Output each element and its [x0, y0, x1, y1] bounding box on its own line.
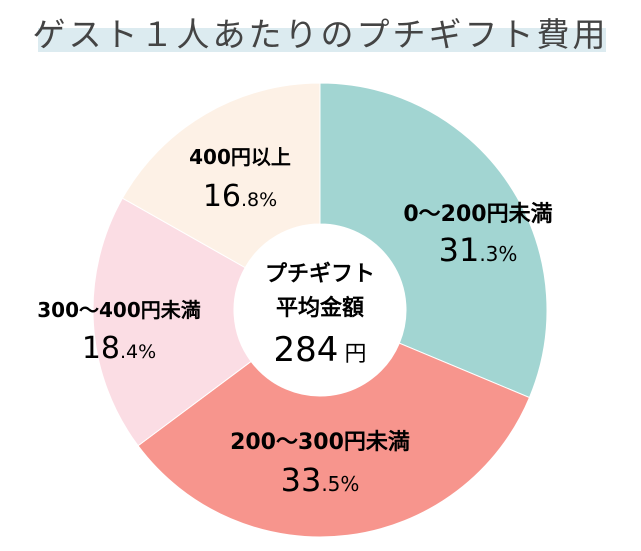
slice-percent-int-3: 16	[203, 179, 241, 214]
slice-percent-int-1: 33	[281, 461, 322, 499]
slice-label-1: 200〜300円未満 33.5%	[230, 429, 410, 499]
chart-title: ゲスト１人あたりのプチギフト費用	[32, 15, 609, 54]
slice-percent-1: 33.5%	[281, 461, 360, 499]
slice-percent-int-2: 18	[82, 331, 120, 366]
center-amount: 284	[274, 330, 339, 370]
slice-category-label-1: 200〜300円未満	[230, 429, 410, 455]
donut-hole	[234, 224, 406, 396]
donut-slices	[92, 82, 548, 538]
title-highlight-band	[38, 28, 606, 52]
slice-percent-2: 18.4%	[82, 331, 156, 366]
slice-percent-3: 16.8%	[203, 179, 277, 214]
slice-category-label-2: 300〜400円未満	[37, 298, 201, 322]
slice-label-3: 400円以上 16.8%	[189, 145, 291, 214]
center-line2: 平均金額	[276, 295, 364, 321]
slice-percent-dec-1: .5%	[321, 472, 359, 496]
slice-label-0: 0〜200円未満 31.3%	[403, 201, 552, 269]
chart-title-area: ゲスト１人あたりのプチギフト費用	[0, 0, 641, 70]
slice-percent-int-0: 31	[439, 231, 480, 269]
slice-percent-dec-3: .8%	[241, 189, 277, 211]
center-line1: プチギフト	[265, 262, 375, 287]
center-unit: 円	[344, 342, 366, 367]
center-label: プチギフト 平均金額 284 円	[265, 262, 375, 370]
slice-label-2: 300〜400円未満 18.4%	[37, 298, 201, 366]
slice-category-label-3: 400円以上	[189, 145, 291, 169]
slice-percent-dec-0: .3%	[479, 242, 517, 266]
center-amount-row: 284 円	[274, 330, 367, 370]
slice-percent-0: 31.3%	[439, 231, 518, 269]
slice-category-label-0: 0〜200円未満	[403, 201, 552, 227]
slice-percent-dec-2: .4%	[120, 341, 156, 363]
